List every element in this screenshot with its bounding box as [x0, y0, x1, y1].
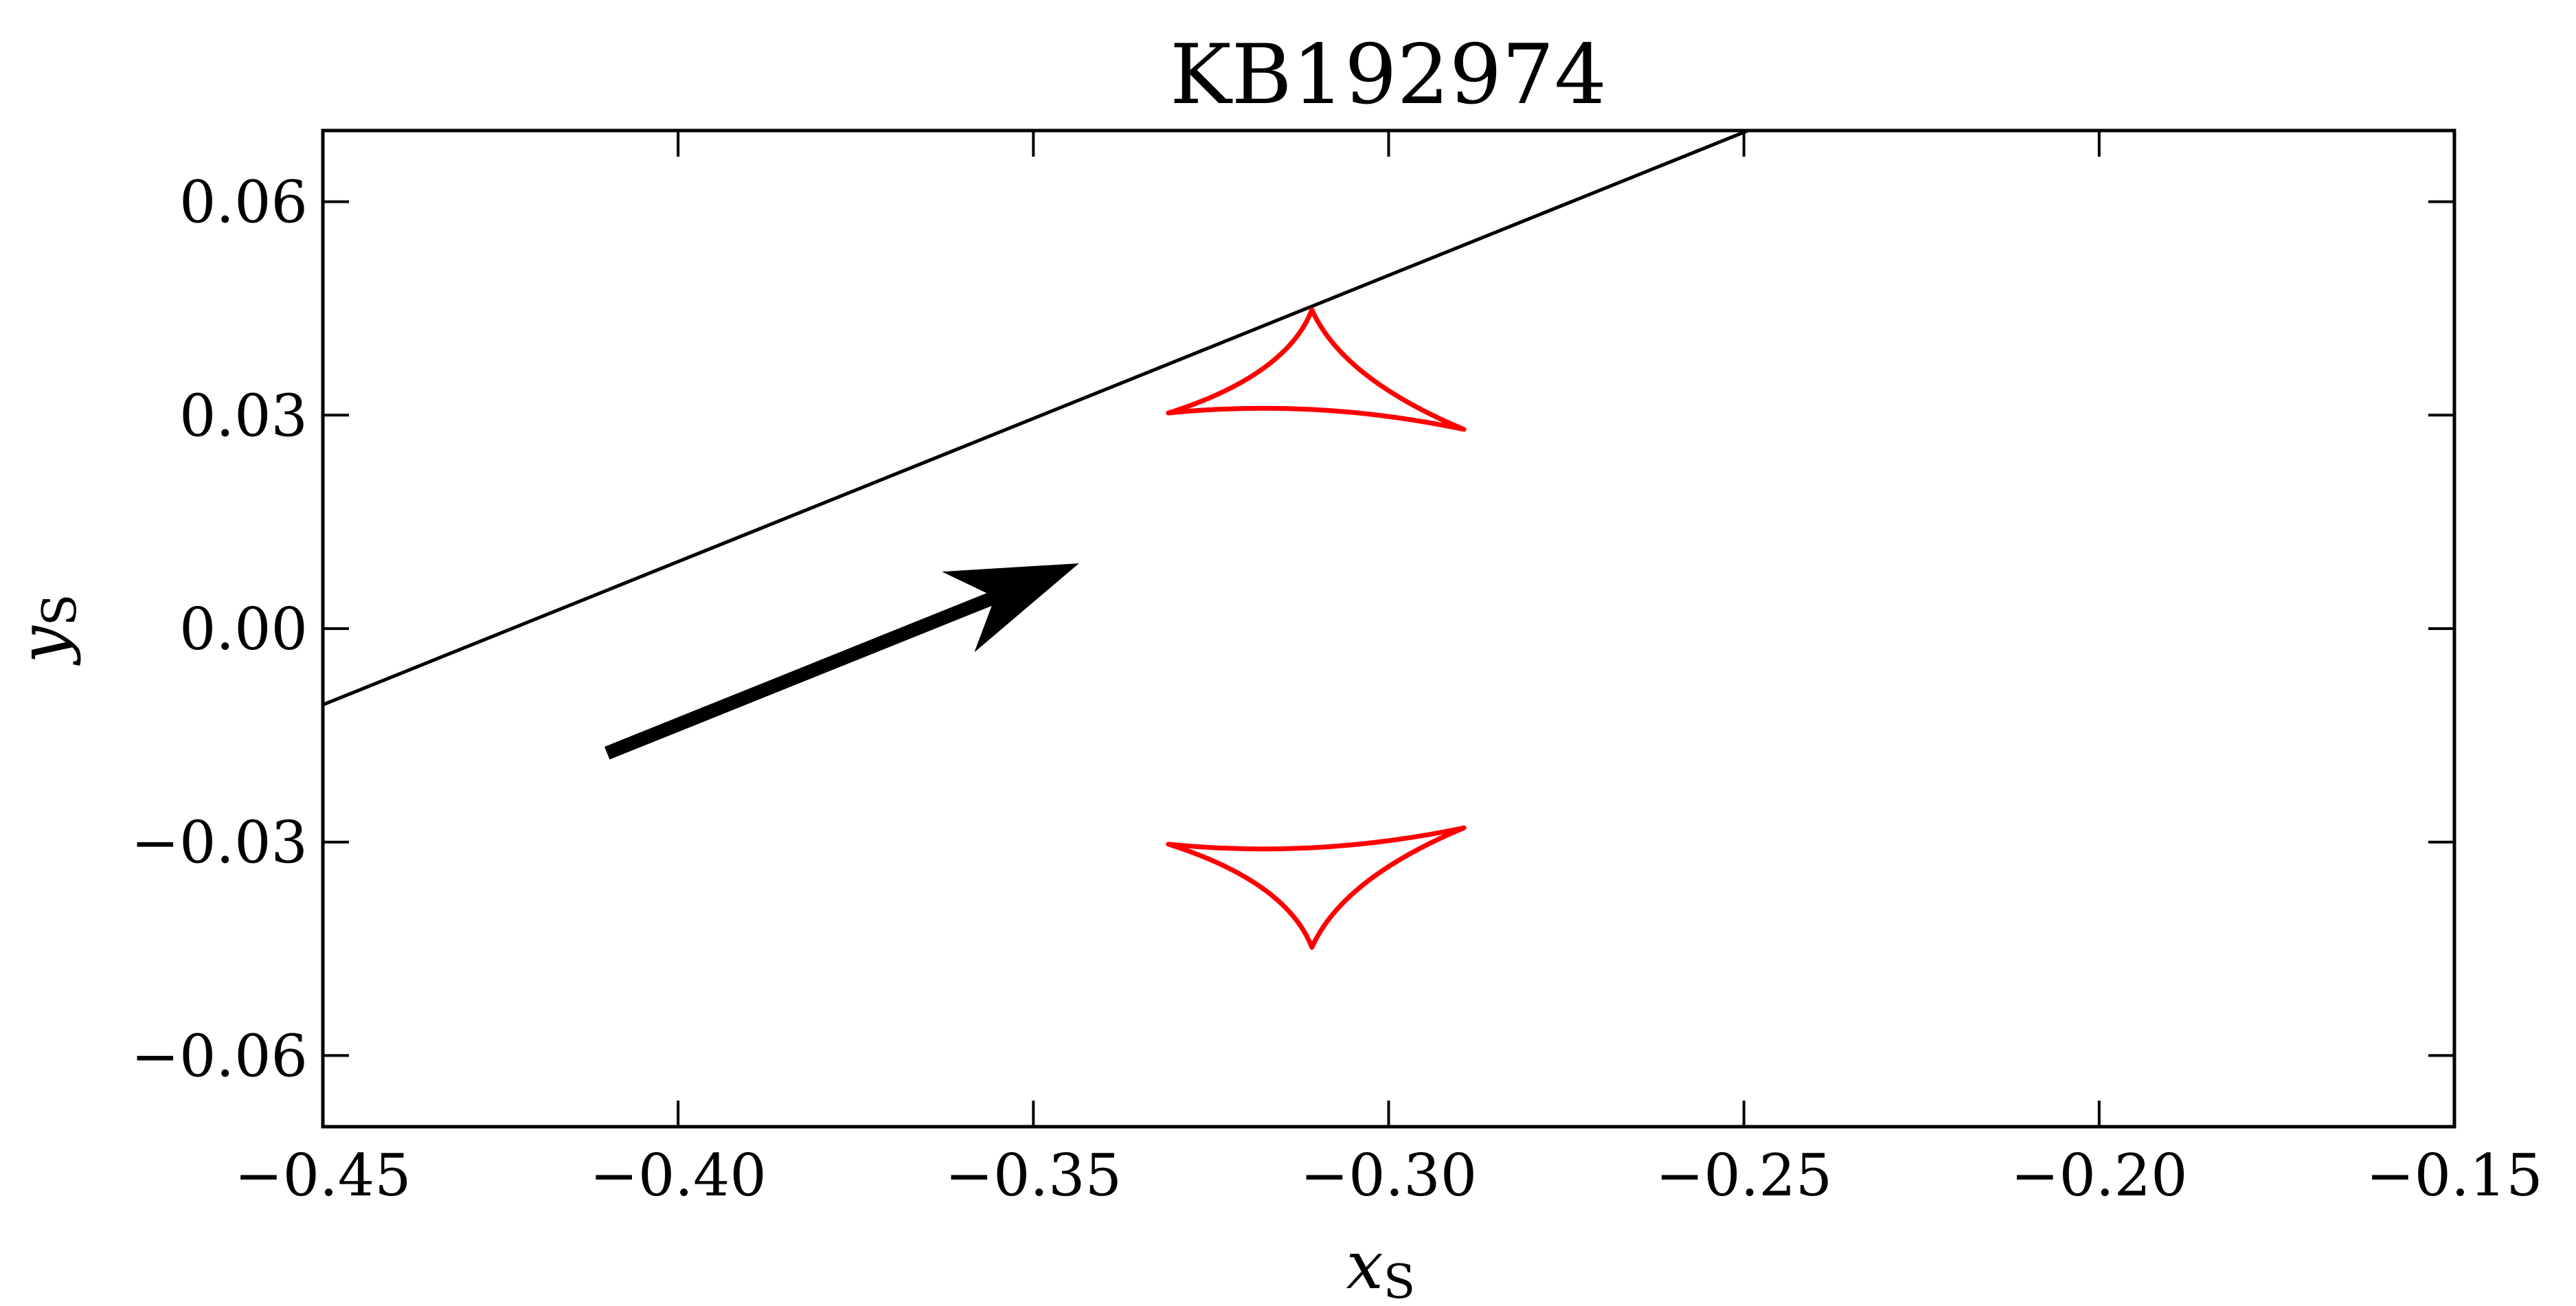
direction-arrow-shaft [605, 590, 999, 760]
caustic-upper [1166, 307, 1467, 432]
direction-arrow-head [942, 563, 1079, 653]
x-tick-label: −0.15 [2366, 1142, 2542, 1209]
x-tick-label: −0.25 [1656, 1142, 1832, 1209]
axis-ticks: −0.45 −0.40 −0.35 −0.30 −0.25 −0.20 −0.15 −0.06… [131, 131, 2543, 1209]
x-tick-label: −0.20 [2011, 1142, 2187, 1209]
y-tick-label: 0.03 [179, 382, 308, 449]
x-tick-label: −0.40 [589, 1142, 766, 1209]
y-tick-label: 0.00 [179, 596, 308, 663]
x-tick-label: −0.35 [945, 1142, 1122, 1209]
chart-title: KB192974 [1170, 27, 1607, 123]
x-tick-label: −0.45 [234, 1142, 411, 1209]
plot-frame [321, 128, 2456, 1129]
y-axis-label: yS [5, 594, 87, 666]
plot-area [323, 131, 1749, 950]
y-tick-label: −0.03 [131, 809, 308, 877]
y-tick-label: 0.06 [179, 169, 308, 236]
x-tick-label: −0.30 [1300, 1142, 1477, 1209]
y-tick-label: −0.06 [131, 1022, 308, 1090]
caustic-lower [1166, 825, 1467, 950]
x-axis-label: xS [1346, 1227, 1416, 1306]
trajectory-line [323, 131, 1749, 707]
